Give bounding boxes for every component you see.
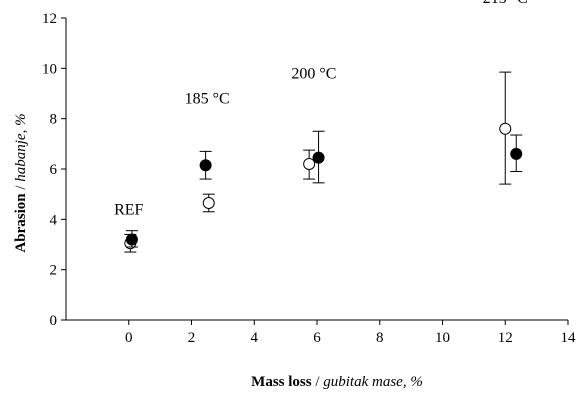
y-axis-ticks: 0 2 4 6 8 10 12 xyxy=(42,11,66,329)
x-tick-label: 6 xyxy=(313,330,321,346)
y-axis-title: Abrasion / habanje, % xyxy=(13,113,29,252)
y-tick-label: 10 xyxy=(42,61,57,77)
y-tick-label: 2 xyxy=(50,263,58,279)
x-axis-title-italic: gubitak mase, % xyxy=(323,374,423,390)
y-tick-label: 0 xyxy=(50,313,58,329)
y-axis-title-separator: / xyxy=(13,182,29,194)
x-tick-label: 10 xyxy=(435,330,450,346)
filled-circle-point xyxy=(313,152,324,163)
x-axis-title-bold: Mass loss xyxy=(251,374,312,390)
filled-circle-point xyxy=(200,160,211,171)
open-circle-point xyxy=(304,158,315,169)
annotation-label: 185 °C xyxy=(185,91,230,108)
x-tick-label: 0 xyxy=(125,330,133,346)
x-tick-label: 8 xyxy=(376,330,384,346)
open-circle-point xyxy=(203,197,214,208)
filled-circle-point xyxy=(511,148,522,159)
series-2 xyxy=(126,131,522,247)
annotation-label: 215 °C xyxy=(483,0,528,7)
open-circle-point xyxy=(500,123,511,134)
y-tick-label: 4 xyxy=(50,212,58,228)
x-axis-title-separator: / xyxy=(312,374,324,390)
x-tick-label: 12 xyxy=(498,330,513,346)
x-tick-label: 4 xyxy=(251,330,259,346)
y-axis-title-bold: Abrasion xyxy=(13,193,29,253)
y-tick-label: 8 xyxy=(50,112,58,128)
x-tick-label: 2 xyxy=(188,330,196,346)
y-tick-label: 6 xyxy=(50,162,58,178)
plot-axes xyxy=(66,18,568,320)
x-axis-title: Mass loss / gubitak mase, % xyxy=(251,374,423,390)
x-tick-label: 14 xyxy=(561,330,576,346)
y-axis-title-italic: habanje, % xyxy=(13,113,29,181)
filled-circle-point xyxy=(126,234,137,245)
x-axis-ticks: 0 2 4 6 8 10 12 14 xyxy=(125,320,576,346)
annotation-label: REF xyxy=(114,201,143,218)
annotation-label: 200 °C xyxy=(291,65,336,82)
y-tick-label: 12 xyxy=(42,11,57,27)
annotations: REF 185 °C 200 °C 215 °C xyxy=(114,0,528,218)
